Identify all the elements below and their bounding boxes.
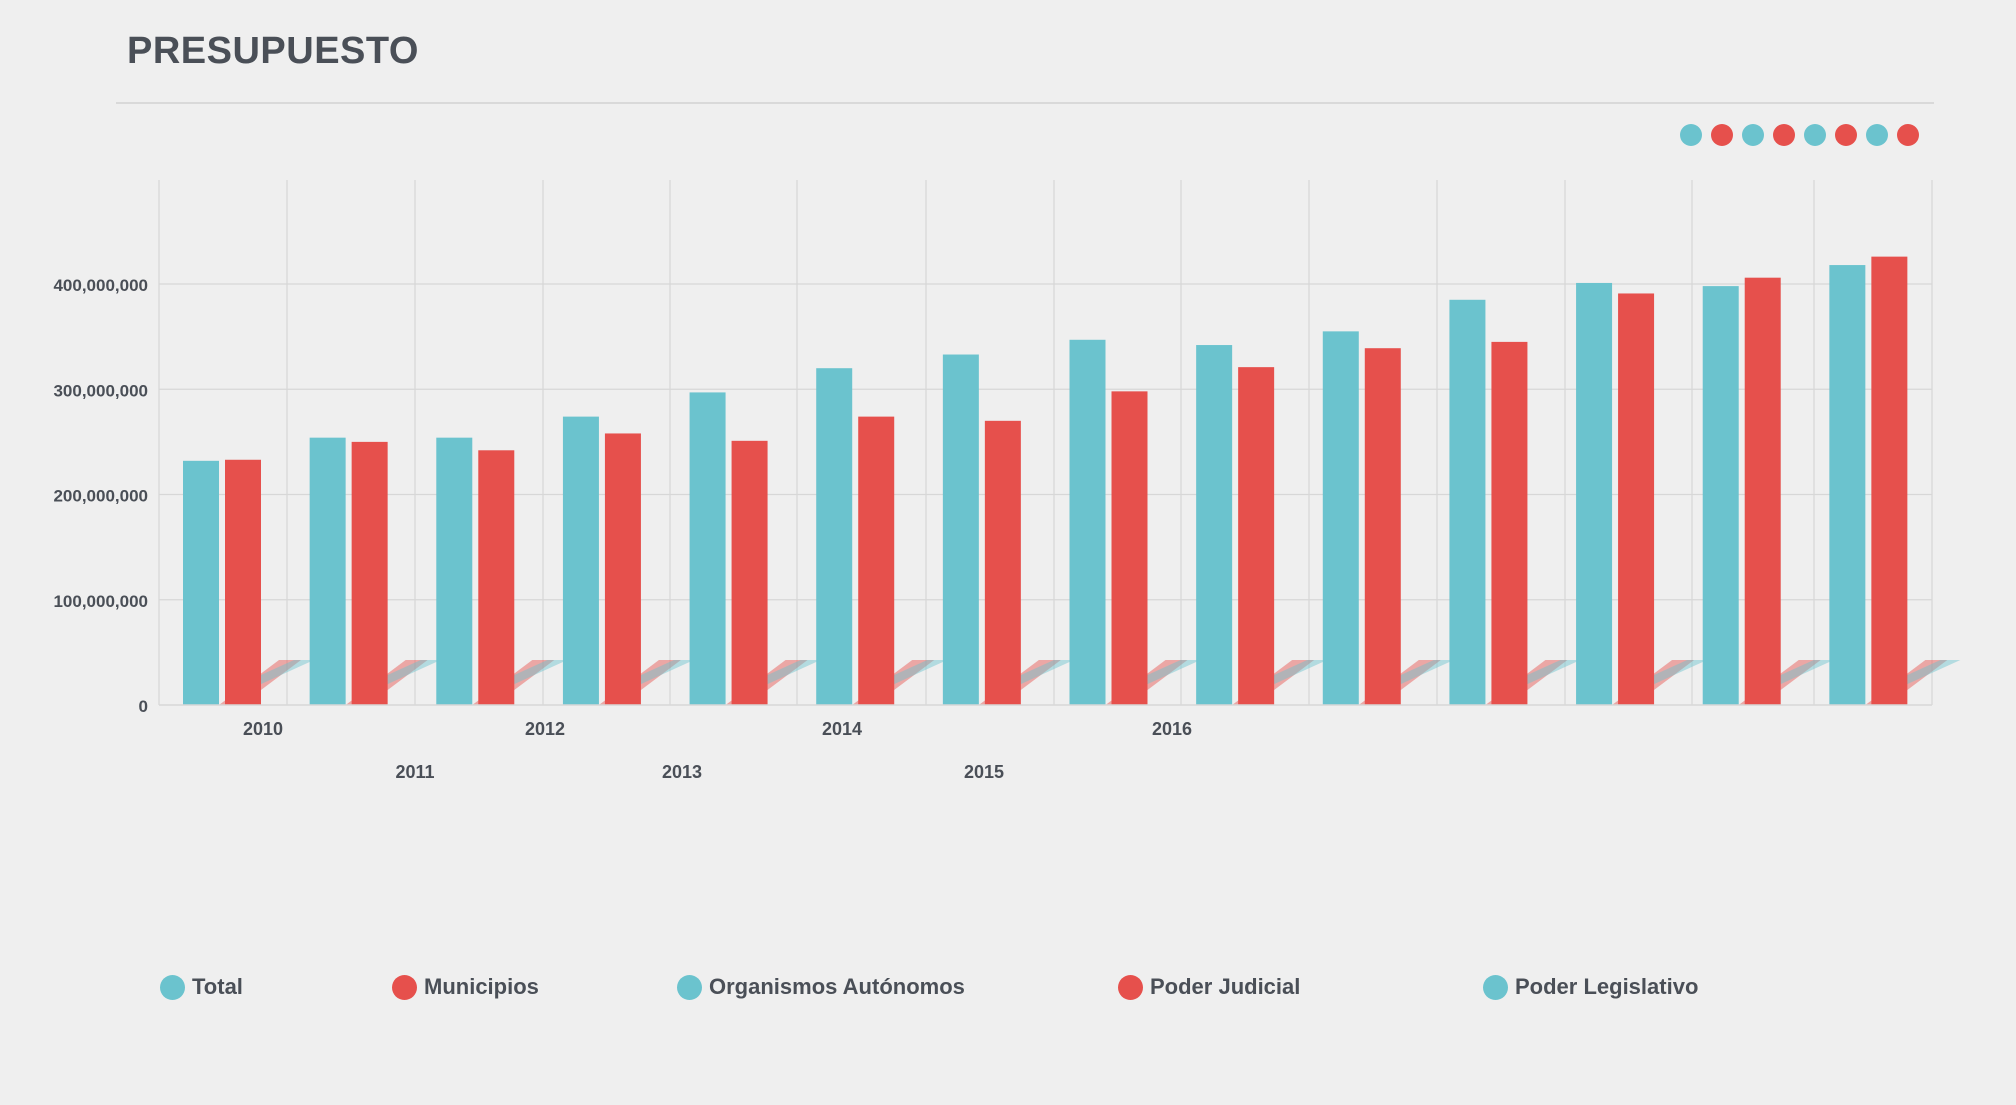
bar-1-14 (1829, 265, 1866, 705)
legend-dot-icon (1118, 975, 1143, 1000)
bar-2-3 (478, 450, 515, 705)
legend-dot-icon (160, 975, 185, 1000)
pager-dot-1[interactable] (1680, 124, 1702, 146)
x-tick-label: 2012 (525, 719, 565, 739)
pager-dot-4[interactable] (1773, 124, 1795, 146)
bar-chart: 0 100,000,000 200,000,000 300,000,000 400,00… (53, 180, 1961, 782)
y-tick-label: 200,000,000 (53, 487, 148, 506)
bar-2-11 (1491, 341, 1528, 705)
pager-dot-5[interactable] (1804, 124, 1826, 146)
bar-2-10 (1364, 348, 1401, 705)
bar-1-9 (1196, 345, 1233, 705)
pager-dot-8[interactable] (1897, 124, 1919, 146)
chart-legend: Total Municipios Organismos Autónomos Poder… (0, 970, 2016, 1010)
x-tick-label: 2014 (822, 719, 862, 739)
y-tick-label: 400,000,000 (53, 276, 148, 295)
bar-2-8 (1111, 391, 1148, 705)
title-divider (116, 102, 1934, 104)
pager-dot-6[interactable] (1835, 124, 1857, 146)
bar-1-3 (436, 437, 473, 705)
legend-label: Municipios (424, 974, 539, 999)
bar-1-12 (1576, 282, 1613, 705)
legend-label: Poder Judicial (1150, 974, 1301, 999)
bar-1-7 (942, 354, 979, 705)
bar-2-12 (1618, 293, 1655, 705)
y-tick-label: 0 (139, 697, 148, 716)
bar-2-14 (1871, 256, 1908, 705)
x-tick-label: 2010 (243, 719, 283, 739)
x-tick-label: 2013 (662, 762, 702, 782)
bar-1-8 (1069, 339, 1106, 705)
legend-dot-icon (677, 975, 702, 1000)
bar-1-5 (689, 392, 726, 705)
x-tick-label: 2011 (395, 762, 434, 782)
bars (183, 256, 1908, 705)
bar-2-6 (858, 416, 895, 705)
x-tick-label: 2015 (964, 762, 1004, 782)
grid-lines (158, 180, 1933, 705)
page-title: PRESUPUESTO (127, 30, 419, 72)
bar-2-5 (731, 440, 768, 705)
bar-1-4 (562, 416, 599, 705)
legend-dot-icon (392, 975, 417, 1000)
bar-2-13 (1744, 277, 1781, 705)
pager-dot-2[interactable] (1711, 124, 1733, 146)
legend-dot-icon (1483, 975, 1508, 1000)
pager-dot-3[interactable] (1742, 124, 1764, 146)
x-axis-labels: 2010 2011 2012 2013 2014 2015 2016 (243, 719, 1192, 782)
y-tick-label: 100,000,000 (53, 592, 148, 611)
bar-1-13 (1702, 286, 1739, 705)
y-axis-labels: 0 100,000,000 200,000,000 300,000,000 400,00… (53, 276, 148, 716)
legend-label: Total (192, 974, 243, 999)
bar-2-7 (984, 420, 1021, 705)
bar-1-10 (1322, 331, 1359, 705)
pager-dot-7[interactable] (1866, 124, 1888, 146)
bar-2-4 (604, 433, 641, 705)
bar-2-9 (1238, 367, 1275, 705)
bar-2-1 (225, 459, 261, 705)
bar-1-2 (309, 437, 346, 705)
legend-label: Poder Legislativo (1515, 974, 1699, 999)
bar-1-11 (1449, 299, 1486, 705)
y-tick-label: 300,000,000 (53, 381, 148, 400)
x-tick-label: 2016 (1152, 719, 1192, 739)
bar-2-2 (351, 441, 388, 705)
bar-1-1 (183, 460, 219, 705)
bar-1-6 (816, 368, 853, 705)
legend-label: Organismos Autónomos (709, 974, 965, 999)
